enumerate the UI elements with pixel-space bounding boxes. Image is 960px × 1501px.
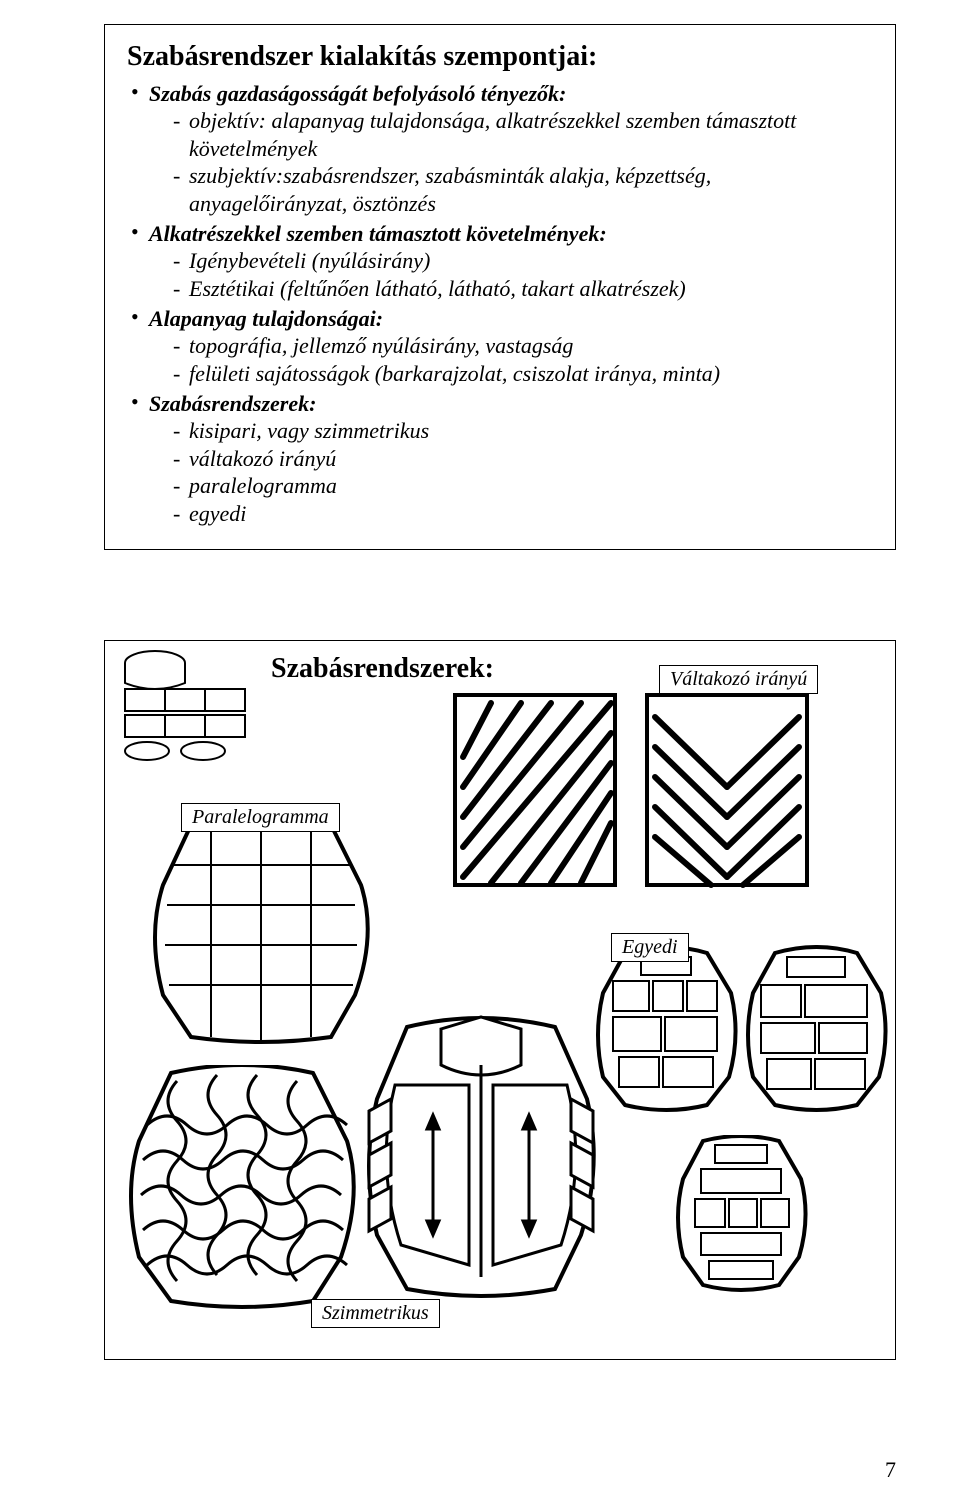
- list-subitem: objektív: alapanyag tulajdonsága, alkatr…: [173, 107, 873, 162]
- diagram-szimmetrikus-icon: [351, 1015, 611, 1305]
- diagrams-panel: Szabásrendszerek:: [104, 640, 896, 1360]
- diagram-paralelogramma-icon: [141, 815, 381, 1045]
- list-subitem: kisipari, vagy szimmetrikus: [173, 417, 873, 445]
- list-item-label: Alapanyag tulajdonságai:: [149, 306, 383, 331]
- list-subitem: felületi sajátosságok (barkarajzolat, cs…: [173, 360, 873, 388]
- list-subitem: paralelogramma: [173, 472, 873, 500]
- diagram-valtakozo-icon: [451, 687, 811, 897]
- list-subitem: szubjektív:szabásrendszer, szabásminták …: [173, 162, 873, 217]
- list-subitem: egyedi: [173, 500, 873, 528]
- diagram-egyedi-left-icon: [591, 945, 741, 1115]
- diagram-egyedi-small-icon: [671, 1135, 811, 1295]
- list-item: Szabásrendszerek: kisipari, vagy szimmet…: [127, 391, 873, 527]
- diagram-egyedi-right-icon: [741, 945, 891, 1115]
- label-valtakozo: Váltakozó irányú: [659, 665, 818, 694]
- label-paralelogramma: Paralelogramma: [181, 803, 340, 832]
- list-item-label: Alkatrészekkel szemben támasztott követe…: [149, 221, 607, 246]
- page-number: 7: [885, 1457, 896, 1483]
- list-subitem: topográfia, jellemző nyúlásirány, vastag…: [173, 332, 873, 360]
- list-item: Alkatrészekkel szemben támasztott követe…: [127, 221, 873, 302]
- panel-title: Szabásrendszer kialakítás szempontjai:: [127, 41, 873, 73]
- concepts-panel: Szabásrendszer kialakítás szempontjai: S…: [104, 24, 896, 550]
- diagram-area: Váltakozó irányú Paralelogramm: [121, 695, 879, 1335]
- list-subitem: Esztétikai (feltűnően látható, látható, …: [173, 275, 873, 303]
- bullet-list: Szabás gazdaságosságát befolyásoló ténye…: [127, 81, 873, 527]
- label-egyedi: Egyedi: [611, 933, 689, 962]
- list-subitem: Igénybevételi (nyúlásirány): [173, 247, 873, 275]
- label-szimmetrikus: Szimmetrikus: [311, 1299, 440, 1328]
- list-item-label: Szabás gazdaságosságát befolyásoló ténye…: [149, 81, 566, 106]
- diagram-interlock-icon: [117, 1065, 367, 1315]
- diagram-cutouts-icon: [117, 645, 257, 765]
- list-item: Szabás gazdaságosságát befolyásoló ténye…: [127, 81, 873, 217]
- list-item-label: Szabásrendszerek:: [149, 391, 316, 416]
- list-item: Alapanyag tulajdonságai: topográfia, jel…: [127, 306, 873, 387]
- list-subitem: váltakozó irányú: [173, 445, 873, 473]
